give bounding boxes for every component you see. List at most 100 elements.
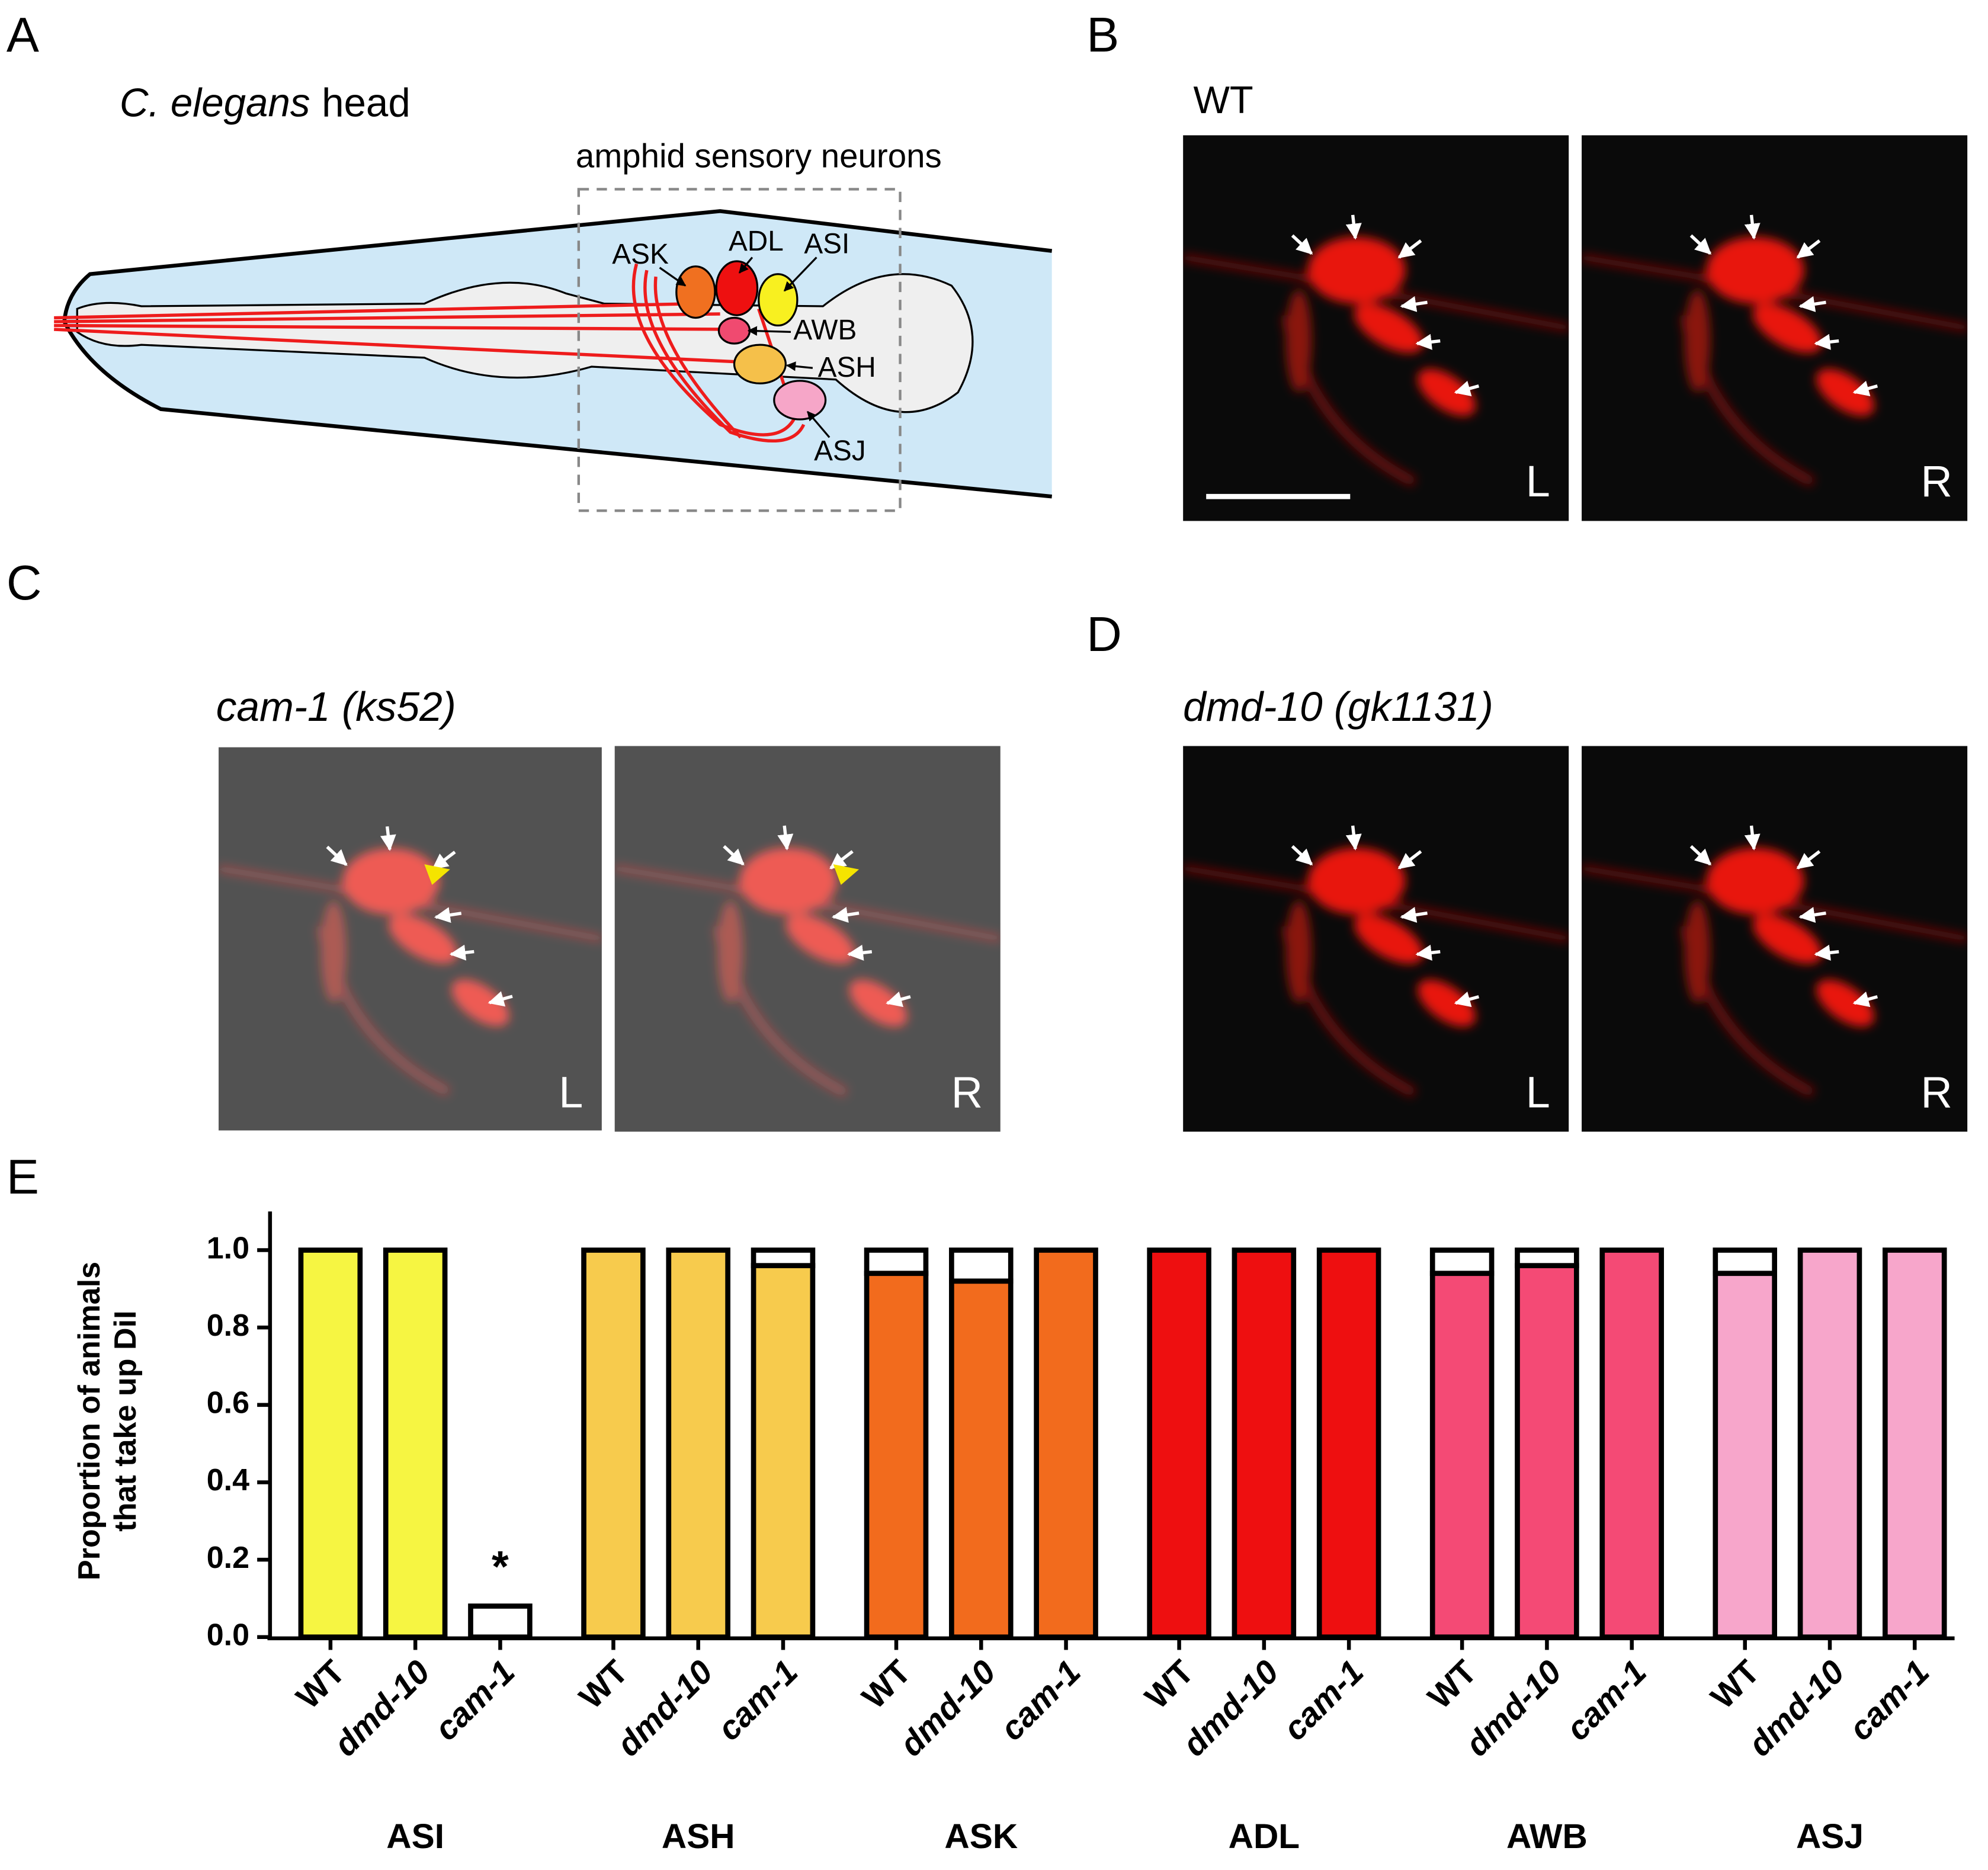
x-tick-label: dmd-10 (892, 1653, 1002, 1763)
group-label: AWB (1506, 1817, 1588, 1856)
neuron-label: ASH (818, 352, 876, 383)
bar (1713, 1271, 1777, 1640)
title-italic: C. elegans (120, 81, 310, 125)
yellow-arrowhead (833, 864, 860, 885)
bar (1147, 1247, 1211, 1640)
x-tick-label: cam-1 (1559, 1653, 1653, 1747)
x-tick-label: cam-1 (710, 1653, 805, 1747)
side-label: L (1526, 457, 1550, 506)
neuron (675, 265, 716, 319)
bar (751, 1263, 816, 1640)
x-tick-label: dmd-10 (610, 1653, 720, 1763)
y-tick-label: 0.8 (207, 1308, 249, 1343)
y-axis-label: Proportion of animals that take up DiI (72, 1262, 143, 1580)
bar (666, 1247, 730, 1640)
micrograph (1582, 746, 1967, 1131)
panel-label: E (7, 1150, 39, 1204)
yellow-arrowhead (424, 864, 450, 885)
y-tick-label: 0.6 (207, 1386, 249, 1420)
genotype: cam-1 (ks52) (216, 684, 456, 730)
bar-remainder (1713, 1247, 1777, 1276)
panel-label: D (1086, 607, 1122, 662)
y-tick-label: 0.0 (207, 1618, 249, 1653)
neuron-label: ADL (729, 226, 784, 257)
neuron-label: ASJ (814, 435, 866, 467)
neuron (715, 260, 759, 316)
x-tick-label: WT (1704, 1653, 1767, 1716)
panel-label: B (1086, 8, 1119, 62)
bar-remainder (1515, 1247, 1579, 1269)
group-label: ASK (944, 1817, 1018, 1856)
x-tick-label: WT (572, 1653, 635, 1716)
micrograph (615, 746, 1001, 1131)
side-label: R (1921, 457, 1952, 506)
bar (581, 1247, 646, 1640)
group-label: ASI (386, 1817, 444, 1856)
x-tick-label: cam-1 (993, 1653, 1088, 1747)
genotype: dmd-10 (gk1131) (1183, 684, 1493, 730)
side-label: R (1921, 1067, 1952, 1117)
genotype: WT (1193, 78, 1253, 121)
neuron (758, 273, 799, 327)
side-label: L (559, 1067, 583, 1117)
y-tick-label: 0.2 (207, 1541, 249, 1575)
x-tick-label: cam-1 (427, 1653, 522, 1747)
bar (1797, 1247, 1862, 1640)
neuron-label: ASI (804, 229, 849, 260)
bar-remainder (864, 1247, 929, 1276)
micrograph (1582, 135, 1967, 521)
x-tick-label: WT (1137, 1653, 1201, 1716)
x-tick-label: cam-1 (1276, 1653, 1371, 1747)
micrograph (1183, 746, 1569, 1131)
panel-label: A (7, 8, 39, 62)
bar (1034, 1247, 1098, 1640)
neuron-label: AWB (793, 315, 857, 346)
side-label: L (1526, 1067, 1550, 1117)
bar-remainder (751, 1247, 816, 1269)
bar (1316, 1247, 1381, 1640)
y-axis-label-line: that take up DiI (108, 1310, 143, 1531)
x-tick-label: cam-1 (1842, 1653, 1936, 1747)
bar (1429, 1271, 1495, 1640)
bar-remainder (1429, 1247, 1495, 1276)
x-tick-label: WT (289, 1653, 352, 1716)
x-tick-label: dmd-10 (1175, 1653, 1285, 1763)
neuron-pointers (659, 256, 831, 438)
neuron-processes (54, 263, 806, 442)
x-tick-label: dmd-10 (1458, 1653, 1568, 1763)
title-rest: head (322, 81, 411, 125)
group-label: ASH (662, 1817, 735, 1856)
bar (383, 1247, 448, 1640)
group-label: ASJ (1796, 1817, 1864, 1856)
dashed-box (577, 188, 902, 512)
neuron-label: ASK (612, 239, 669, 270)
y-axis-label-line: Proportion of animals (72, 1262, 107, 1580)
panel-label: C (7, 556, 42, 610)
neuron (773, 380, 827, 421)
box-label: amphid sensory neurons (576, 137, 942, 174)
bar-remainder (468, 1603, 533, 1640)
micrograph (219, 748, 602, 1131)
title: C. elegans head (120, 81, 411, 125)
x-tick-label: WT (1421, 1653, 1484, 1716)
x-tick-label: dmd-10 (1741, 1653, 1851, 1763)
bar (864, 1271, 929, 1640)
y-tick-label: 0.4 (207, 1463, 249, 1497)
micrograph (1183, 135, 1569, 521)
side-label: R (951, 1067, 983, 1117)
x-tick-label: dmd-10 (326, 1653, 437, 1763)
x-tick-label: WT (855, 1653, 918, 1716)
bar (1232, 1247, 1297, 1640)
significance: * (492, 1542, 509, 1591)
bar (1882, 1247, 1947, 1640)
bar (1515, 1263, 1579, 1640)
group-label: ADL (1229, 1817, 1300, 1856)
bar-remainder (949, 1247, 1014, 1284)
bar (298, 1247, 363, 1640)
neuron (733, 344, 787, 384)
neuron (717, 316, 751, 345)
bar (949, 1278, 1014, 1640)
y-tick-label: 1.0 (207, 1231, 249, 1265)
